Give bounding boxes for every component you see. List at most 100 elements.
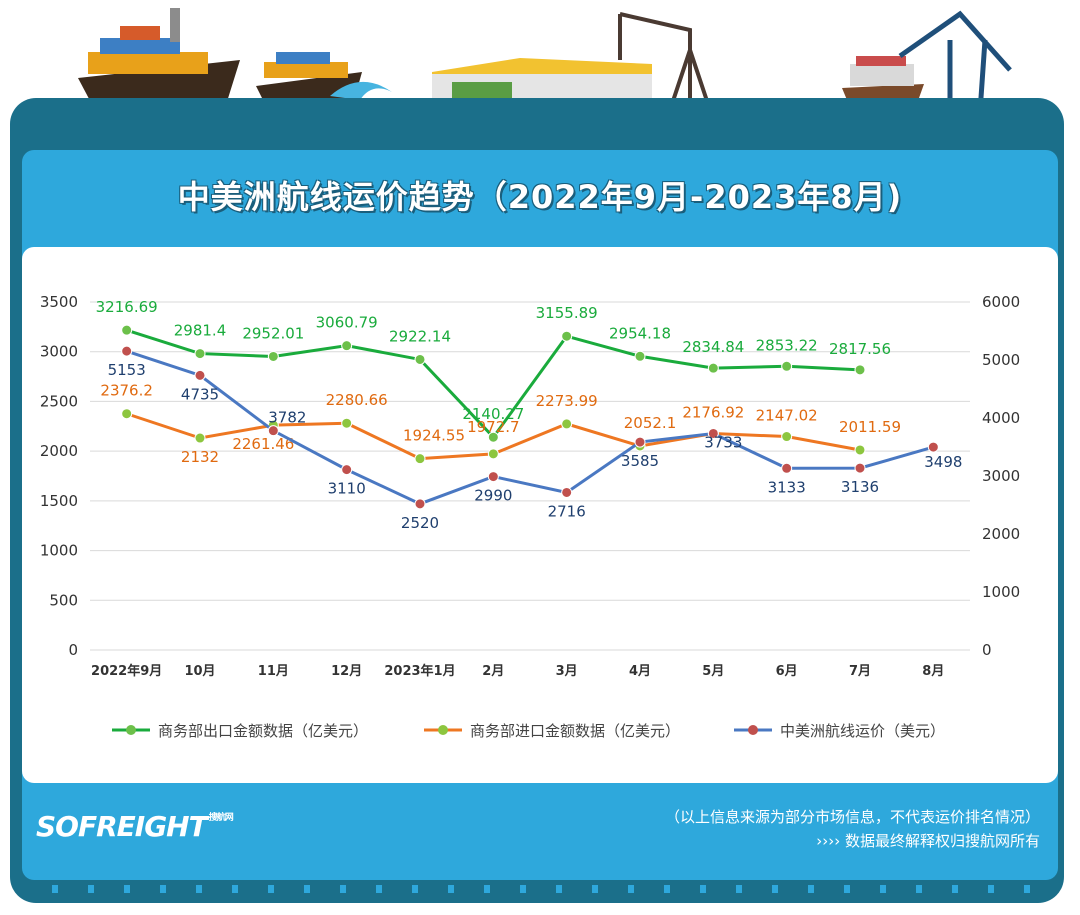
x-tick-label: 3月 [556, 664, 578, 679]
x-tick-label: 7月 [849, 664, 871, 679]
data-point [341, 417, 353, 429]
data-label: 2853.22 [756, 336, 818, 354]
y-left-tick-label: 3500 [40, 293, 78, 311]
data-label: 1972.7 [467, 418, 520, 436]
data-label: 2817.56 [829, 340, 891, 358]
data-point [634, 436, 646, 448]
legend-marker [126, 725, 136, 735]
y-right-tick-label: 6000 [982, 293, 1020, 311]
y-right-tick-label: 1000 [982, 583, 1020, 601]
y-left-tick-label: 500 [49, 591, 78, 609]
series-line-3 [126, 349, 934, 506]
data-label: 3498 [924, 453, 962, 471]
data-label: 3136 [841, 478, 879, 496]
x-tick-label: 6月 [776, 664, 798, 679]
y-left-tick-label: 2000 [40, 442, 78, 460]
x-tick-label: 10月 [184, 664, 215, 679]
data-point [267, 425, 279, 437]
x-tick-label: 12月 [331, 664, 362, 679]
data-point [561, 330, 573, 342]
line-chart: 0 500 1000 1500 2000 2500 3000 3500 0 1000 2000 300… [40, 293, 1020, 740]
data-point [854, 462, 866, 474]
x-tick-label: 5月 [702, 664, 724, 679]
data-point [634, 350, 646, 362]
brand-logo: SOFREIGHT 搜航网 [36, 810, 234, 843]
data-label: 2716 [548, 502, 586, 520]
data-label: 2952.01 [242, 324, 304, 342]
data-point [781, 431, 793, 443]
data-label: 2954.18 [609, 324, 671, 342]
data-label: 3782 [268, 409, 306, 427]
legend-marker [438, 725, 448, 735]
data-point [341, 464, 353, 476]
y-left-tick-label: 2500 [40, 392, 78, 410]
data-label: 2176.92 [682, 404, 744, 422]
x-tick-label: 4月 [629, 664, 651, 679]
data-label: 2990 [474, 487, 512, 505]
data-point [194, 348, 206, 360]
data-point [854, 364, 866, 376]
data-point [414, 498, 426, 510]
data-label: 2011.59 [839, 418, 901, 436]
data-point [561, 486, 573, 498]
legend-label: 商务部出口金额数据（亿美元） [158, 722, 368, 740]
legend-marker [748, 725, 758, 735]
y-left-tick-label: 0 [68, 641, 78, 659]
y-right-tick-label: 0 [982, 641, 992, 659]
data-label: 1924.55 [403, 427, 465, 445]
data-point [927, 441, 939, 453]
harbor-illustration [78, 8, 1012, 113]
data-label: 2132 [181, 448, 219, 466]
data-label: 3060.79 [316, 314, 378, 332]
x-tick-label: 8月 [922, 664, 944, 679]
data-point [194, 432, 206, 444]
data-point [561, 418, 573, 430]
data-label: 2922.14 [389, 327, 451, 345]
data-label: 3733 [704, 433, 742, 451]
data-label: 4735 [181, 385, 219, 403]
crane-icon [618, 12, 710, 105]
data-point [707, 427, 719, 439]
bottom-stripe [22, 885, 1058, 893]
data-label: 2140.27 [462, 405, 524, 423]
data-label: 3216.69 [96, 298, 158, 316]
data-label: 2981.4 [174, 322, 227, 340]
x-tick-label: 11月 [258, 664, 289, 679]
data-point [194, 369, 206, 381]
x-tick-label: 2月 [482, 664, 504, 679]
data-label: 5153 [108, 361, 146, 379]
data-label: 2052.1 [624, 414, 677, 432]
data-point [487, 471, 499, 483]
data-point [707, 362, 719, 374]
data-label: 3110 [328, 480, 366, 498]
data-label: 3585 [621, 452, 659, 470]
data-label: 2376.2 [100, 382, 153, 400]
chart-title: 中美洲航线运价趋势（2022年9月-2023年8月) [177, 178, 903, 216]
y-right-tick-label: 3000 [982, 467, 1020, 485]
copyright-note: ›››› 数据最终解释权归搜航网所有 [816, 832, 1040, 850]
data-point [854, 444, 866, 456]
source-note: （以上信息来源为部分市场信息，不代表运价排名情况） [664, 808, 1040, 826]
data-point [414, 453, 426, 465]
data-label: 2273.99 [536, 392, 598, 410]
data-label: 3133 [768, 478, 806, 496]
data-point [121, 345, 133, 357]
y-left-tick-label: 1000 [40, 542, 78, 560]
data-point [121, 408, 133, 420]
data-label: 3155.89 [536, 304, 598, 322]
data-point [414, 353, 426, 365]
y-right-tick-label: 2000 [982, 525, 1020, 543]
y-right-tick-label: 5000 [982, 351, 1020, 369]
chart-card: 0 500 1000 1500 2000 2500 3000 3500 0 1000 2000 300… [22, 247, 1058, 783]
data-point [487, 431, 499, 443]
data-label: 2834.84 [682, 338, 744, 356]
data-point [121, 324, 133, 336]
data-point [781, 462, 793, 474]
legend-label: 商务部进口金额数据（亿美元） [470, 722, 680, 740]
legend-label: 中美洲航线运价（美元） [780, 722, 945, 740]
x-tick-label: 2022年9月 [91, 663, 162, 679]
y-right-tick-label: 4000 [982, 409, 1020, 427]
data-point [341, 340, 353, 352]
y-left-tick-label: 3000 [40, 343, 78, 361]
cargo-ship-icon [78, 8, 240, 112]
